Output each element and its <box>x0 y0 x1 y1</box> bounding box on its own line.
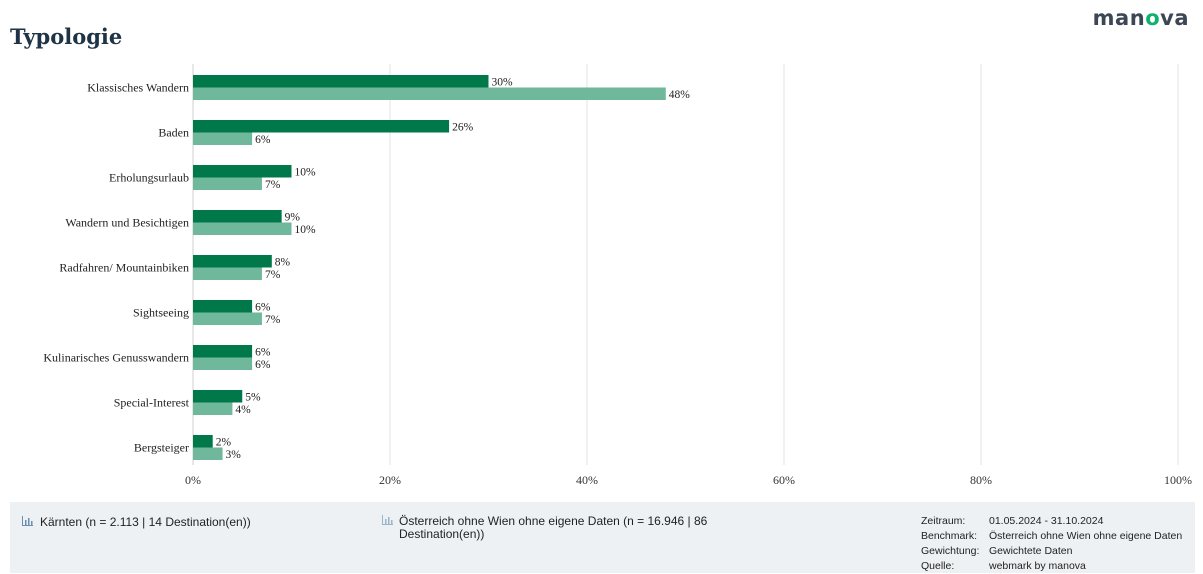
bar-series2 <box>193 312 262 325</box>
bar-series1 <box>193 300 253 313</box>
bar-series2 <box>193 132 253 145</box>
data-label: 4% <box>235 404 251 416</box>
bar-chart: 0% 20% 40% 60% 80% 100% Klassisches Wandern 30%… <box>43 64 1192 487</box>
data-label: 6% <box>255 302 271 314</box>
legend-item-series1[interactable]: Kärnten (n = 2.113 | 14 Destination(en)) <box>22 515 251 529</box>
data-label: 3% <box>226 449 242 461</box>
category-label: Kulinarisches Genusswandern <box>43 351 189 365</box>
brand-suffix: va <box>1160 6 1189 30</box>
meta-key-gewichtung: Gewichtung: <box>921 545 980 557</box>
meta-val-zeitraum: 01.05.2024 - 31.10.2024 <box>989 515 1104 527</box>
bar-series1 <box>193 210 282 223</box>
meta-key-zeitraum: Zeitraum: <box>921 515 966 527</box>
x-tick-label: 0% <box>185 473 201 487</box>
x-tick-label: 60% <box>773 473 795 487</box>
brand-logo: manova <box>1093 6 1189 30</box>
data-label: 9% <box>285 212 301 224</box>
category-label: Wandern und Besichtigen <box>65 216 189 230</box>
meta-key-quelle: Quelle: <box>921 560 955 572</box>
meta-val-gewichtung: Gewichtete Daten <box>989 545 1073 557</box>
x-tick-label: 20% <box>379 473 401 487</box>
bar-chart-icon <box>22 515 34 529</box>
x-tick-label: 80% <box>970 473 992 487</box>
meta-val-benchmark: Österreich ohne Wien ohne eigene Daten <box>989 530 1183 542</box>
data-label: 8% <box>275 257 291 269</box>
data-label: 6% <box>255 359 271 371</box>
data-label: 6% <box>255 134 271 146</box>
bar-series1 <box>193 435 213 448</box>
data-label: 30% <box>492 77 514 89</box>
bar-series1 <box>193 165 292 178</box>
meta-key-benchmark: Benchmark: <box>921 530 978 542</box>
data-label: 7% <box>265 314 281 326</box>
legend-label-series2: Österreich ohne Wien ohne eigene Daten (… <box>399 514 708 541</box>
brand-accent: o <box>1145 6 1161 30</box>
data-label: 5% <box>245 392 261 404</box>
bar-series2 <box>193 177 262 190</box>
category-label: Klassisches Wandern <box>87 81 189 95</box>
bar-series2 <box>193 267 262 280</box>
legend-item-series2[interactable]: Österreich ohne Wien ohne eigene Daten (… <box>382 515 712 541</box>
data-label: 6% <box>255 347 271 359</box>
data-label: 7% <box>265 179 281 191</box>
data-label: 26% <box>452 122 474 134</box>
chart-footer: Kärnten (n = 2.113 | 14 Destination(en))… <box>10 502 1195 573</box>
meta-info: Zeitraum: 01.05.2024 - 31.10.2024 Benchma… <box>921 514 1182 574</box>
bar-series2 <box>193 447 223 460</box>
bar-series2 <box>193 402 233 415</box>
legend-label-series1: Kärnten (n = 2.113 | 14 Destination(en)) <box>40 515 251 529</box>
page-title: Typologie <box>10 24 123 49</box>
category-label: Radfahren/ Mountainbiken <box>59 261 189 275</box>
bar-series2 <box>193 357 253 370</box>
x-tick-label: 40% <box>576 473 598 487</box>
bar-series1 <box>193 120 450 133</box>
brand-prefix: man <box>1092 6 1146 30</box>
data-label: 10% <box>295 224 317 236</box>
category-label: Special-Interest <box>114 396 190 410</box>
bar-series2 <box>193 87 666 100</box>
bar-series1 <box>193 255 272 268</box>
category-label: Bergsteiger <box>134 441 189 455</box>
bar-series1 <box>193 75 489 88</box>
bar-series1 <box>193 345 253 358</box>
bar-chart-icon <box>382 515 393 528</box>
data-label: 48% <box>669 89 691 101</box>
data-label: 2% <box>216 437 232 449</box>
category-label: Erholungsurlaub <box>109 171 189 185</box>
category-label: Baden <box>158 126 189 140</box>
bar-series1 <box>193 390 243 403</box>
category-label: Sightseeing <box>133 306 189 320</box>
meta-val-quelle: webmark by manova <box>989 560 1086 572</box>
data-label: 10% <box>295 167 317 179</box>
data-label: 7% <box>265 269 281 281</box>
bar-series2 <box>193 222 292 235</box>
x-tick-label: 100% <box>1164 473 1192 487</box>
